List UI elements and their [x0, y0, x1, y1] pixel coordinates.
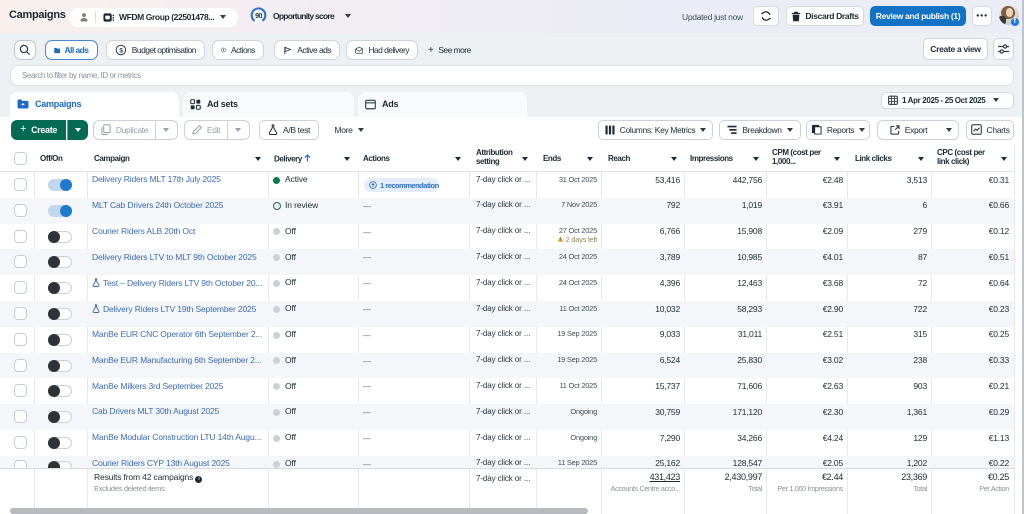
svg-text:$: $ [119, 47, 123, 54]
